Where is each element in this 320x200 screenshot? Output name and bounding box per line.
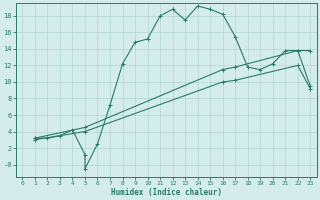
X-axis label: Humidex (Indice chaleur): Humidex (Indice chaleur)	[111, 188, 222, 197]
